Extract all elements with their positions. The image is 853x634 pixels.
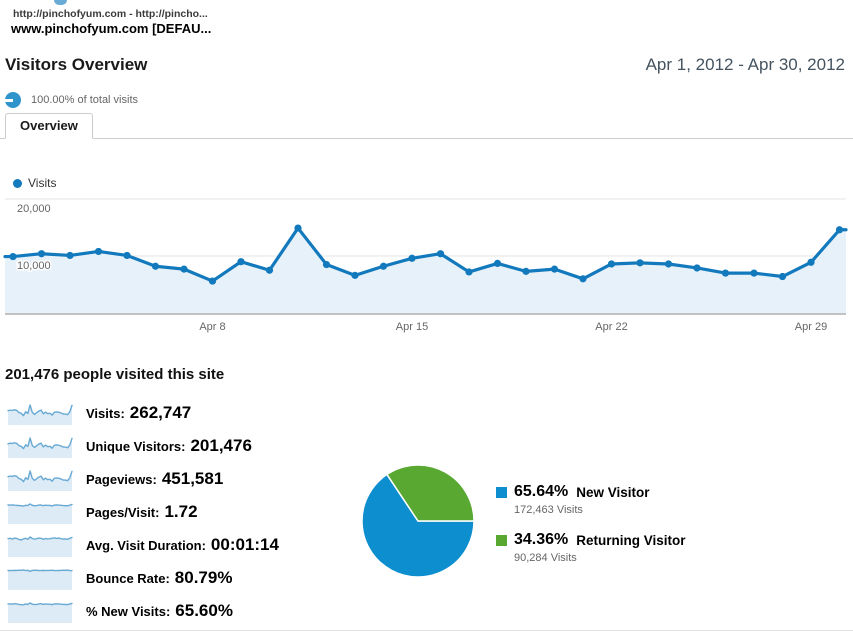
metric-value: 80.79% [174, 567, 233, 587]
percent-new-visits-sparkline [7, 601, 73, 623]
metric-value: 00:01:14 [210, 534, 279, 554]
avg-visit-duration-sparkline [7, 535, 73, 557]
pie-legend-new-visitor[interactable]: 65.64% New Visitor 172,463 Visits [496, 483, 686, 516]
metric-row-avg-visit-duration[interactable]: Avg. Visit Duration: 00:01:14 [7, 528, 279, 561]
pageviews-sparkline [7, 469, 73, 491]
metric-value: 262,747 [129, 402, 192, 422]
timeline-legend-label: Visits [28, 176, 57, 190]
metric-row-visits[interactable]: Visits: 262,747 [7, 396, 279, 429]
unique-visitors-sparkline [7, 436, 73, 458]
metric-row-pageviews[interactable]: Pageviews: 451,581 [7, 462, 279, 495]
metric-row-pages-per-visit[interactable]: Pages/Visit: 1.72 [7, 495, 279, 528]
visitors-pie-chart[interactable] [360, 462, 476, 580]
svg-text:Apr 29: Apr 29 [795, 321, 827, 333]
property-name: www.pinchofyum.com [DEFAU... [11, 21, 212, 36]
svg-text:Apr 15: Apr 15 [396, 321, 428, 333]
metric-value: 451,581 [161, 468, 224, 488]
visits-series-dot-icon [13, 178, 22, 188]
bounce-rate-sparkline [7, 568, 73, 590]
metric-row-percent-new-visits[interactable]: % New Visits: 65.60% [7, 594, 279, 627]
metric-row-bounce-rate[interactable]: Bounce Rate: 80.79% [7, 561, 279, 594]
pages-per-visit-sparkline [7, 502, 73, 524]
returning-visitor-percent: 34.36% [514, 531, 569, 548]
metric-label: Bounce Rate: [86, 570, 170, 586]
metric-value: 1.72 [164, 501, 198, 521]
svg-text:10,000: 10,000 [17, 260, 51, 272]
date-range-selector[interactable]: Apr 1, 2012 - Apr 30, 2012 [645, 55, 845, 74]
metric-label: Avg. Visit Duration: [86, 537, 206, 553]
metric-label: Pages/Visit: [86, 504, 160, 520]
metrics-list: Visits: 262,747 Unique Visitors: 201,476 P… [7, 396, 279, 627]
returning-visitor-swatch-icon [496, 534, 507, 546]
pie-legend-returning-visitor[interactable]: 34.36% Returning Visitor 90,284 Visits [496, 531, 686, 564]
metric-value: 65.60% [175, 600, 233, 620]
svg-text:Apr 22: Apr 22 [595, 321, 627, 333]
page-title: Visitors Overview [5, 55, 148, 74]
segment-label: 100.00% of total visits [31, 94, 139, 106]
new-visitor-visits: 172,463 Visits [514, 504, 583, 516]
tab-bar: Overview [0, 113, 853, 139]
new-visitor-percent: 65.64% [514, 483, 569, 500]
svg-text:20,000: 20,000 [17, 203, 51, 215]
metric-value: 201,476 [190, 435, 252, 455]
account-name: http://pinchofyum.com - http://pincho... [13, 8, 208, 20]
cropped-logo-icon [54, 0, 67, 5]
metric-row-unique-visitors[interactable]: Unique Visitors: 201,476 [7, 429, 279, 462]
visits-timeline-chart[interactable]: 20,000 10,000 Apr 8 Apr 15 Apr 22 Apr 29 [0, 150, 853, 340]
metric-label: % New Visits: [86, 603, 171, 619]
new-visitor-swatch-icon [496, 486, 507, 498]
pie-legend: 65.64% New Visitor 172,463 Visits 34.36%… [496, 483, 686, 579]
segment-pie-icon[interactable] [5, 92, 21, 108]
visitors-headline: 201,476 people visited this site [5, 366, 225, 383]
metric-label: Unique Visitors: [86, 438, 186, 454]
metric-label: Pageviews: [86, 471, 157, 487]
new-visitor-label: New Visitor [576, 484, 650, 500]
segment-row: 100.00% of total visits [5, 92, 138, 108]
tab-overview[interactable]: Overview [5, 113, 93, 139]
timeline-legend: Visits [13, 176, 56, 190]
svg-text:Apr 8: Apr 8 [199, 321, 225, 333]
returning-visitor-label: Returning Visitor [576, 532, 686, 548]
visits-sparkline [7, 403, 73, 425]
returning-visitor-visits: 90,284 Visits [514, 552, 577, 564]
metric-label: Visits: [86, 405, 125, 421]
section-divider [0, 630, 853, 631]
